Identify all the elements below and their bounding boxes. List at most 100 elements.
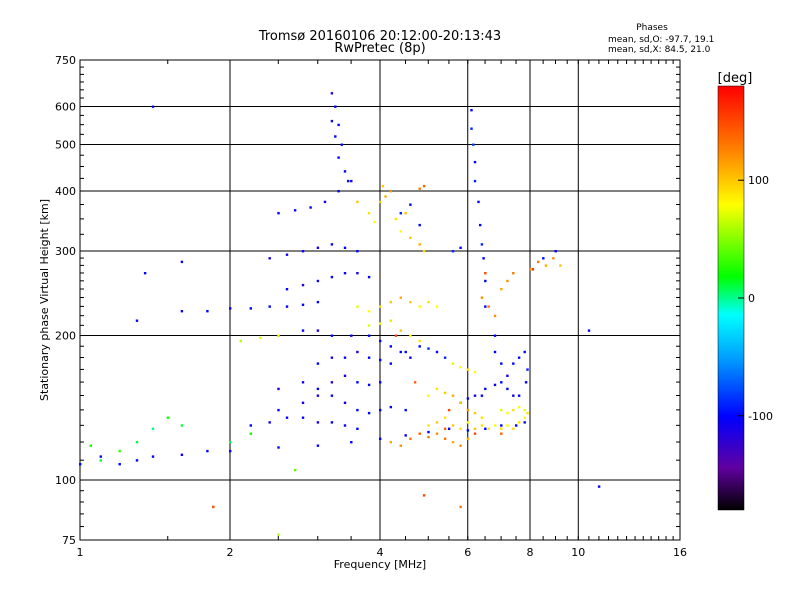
data-point [466,437,470,440]
chart-subtitle: RwPretec (8p) [334,41,425,56]
data-point [480,424,484,427]
data-point [404,350,407,354]
data-point [268,305,271,308]
data-point [409,334,412,337]
data-point [512,408,515,412]
data-point [544,264,548,267]
data-point [340,143,343,146]
data-point [356,350,359,354]
data-point [379,381,382,384]
data-point [493,314,497,318]
data-point [500,432,503,435]
data-point [435,432,439,435]
data-point [316,362,320,365]
data-point [443,437,447,440]
data-point [212,505,215,509]
data-point [427,435,430,439]
data-point [135,459,139,462]
data-point [381,184,385,188]
data-point [301,283,305,287]
data-point [480,416,484,419]
data-point [473,432,477,435]
data-point [517,394,521,397]
data-point [350,441,353,444]
data-point [316,300,320,304]
data-point [268,257,271,260]
data-point [350,334,353,337]
data-point [542,257,545,260]
data-point [180,453,184,456]
data-point [443,391,447,395]
data-point [473,179,477,183]
data-point [367,383,371,387]
grid-lines [80,60,680,540]
data-point [285,416,289,419]
data-point [343,401,347,404]
data-point [356,250,359,253]
data-point [484,305,487,308]
data-point [334,135,337,138]
data-point [343,356,347,359]
data-point [79,463,82,466]
data-point [473,394,477,397]
data-point [512,427,515,430]
data-point [316,387,320,391]
data-point [487,305,490,308]
data-point [459,444,462,447]
data-point [484,279,487,283]
x-tick-label: 16 [673,546,687,559]
data-point [356,381,359,384]
data-point [277,387,280,391]
data-point [316,444,320,447]
data-point [277,408,280,412]
data-point [418,305,421,308]
data-point [343,374,347,377]
data-point [466,421,470,424]
data-point [151,105,155,108]
data-point [466,368,470,371]
data-point [500,381,503,384]
data-point [277,212,280,215]
data-point [466,397,470,400]
data-point [477,200,480,204]
data-point [506,387,509,391]
data-point [330,334,334,337]
data-point [285,305,289,308]
y-tick-label: 400 [55,185,76,198]
data-point [394,217,398,221]
data-point [506,279,509,283]
data-point [500,424,503,427]
data-point [301,250,305,253]
data-point [517,421,521,424]
data-point [404,212,407,215]
data-point [180,260,184,264]
data-point [473,160,477,164]
data-point [356,305,359,308]
data-point [443,427,447,430]
data-point [418,339,421,343]
data-point [451,441,455,444]
data-point [389,441,392,444]
data-point [487,427,490,430]
data-point [343,424,347,427]
data-point [249,432,252,435]
data-point [379,408,382,412]
data-point [552,257,555,260]
data-point [413,381,417,384]
data-point [470,127,473,130]
x-tick-label: 4 [377,546,384,559]
data-point [277,533,280,536]
legend-line-o: mean, sd,O: -97.7, 19.1 [608,35,714,45]
data-point [379,200,382,204]
data-point [422,184,426,188]
data-point [506,374,509,377]
data-point [118,463,121,466]
data-point [135,441,139,444]
data-point [99,459,102,462]
data-point [367,411,371,415]
data-point [316,421,320,424]
x-tick-label: 1 [77,546,84,559]
x-tick-label: 8 [527,546,534,559]
data-point [427,394,430,397]
